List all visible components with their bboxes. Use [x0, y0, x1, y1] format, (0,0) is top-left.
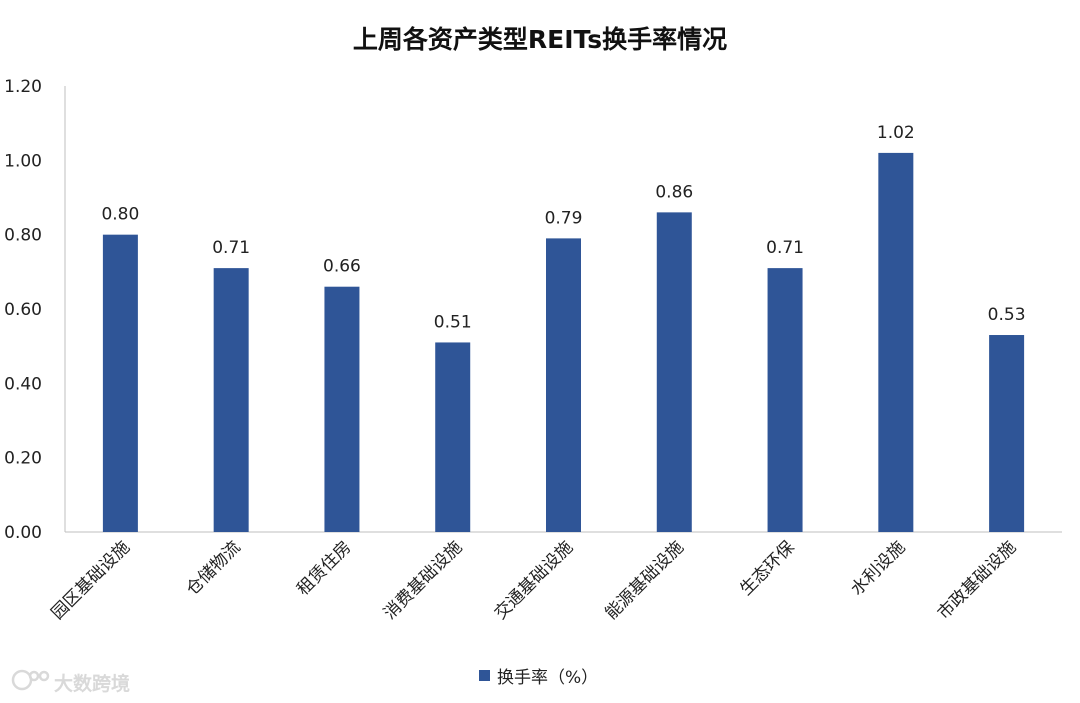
x-category-label: 能源基础设施 [602, 537, 688, 623]
bar [989, 335, 1025, 532]
legend-label: 换手率（%） [497, 668, 598, 688]
y-tick-label: 0.00 [4, 523, 42, 543]
x-category-label: 生态环保 [736, 537, 798, 599]
data-labels: 0.80 0.71 0.66 0.51 0.79 0.86 0.71 1.02 0.53 [101, 123, 1025, 333]
y-tick-label: 1.00 [4, 151, 42, 171]
x-axis: 园区基础设施 仓储物流 租赁住房 消费基础设施 交通基础设施 能源基础设施 生态环保 水利设施… [48, 531, 1062, 624]
y-tick-label: 0.20 [4, 449, 42, 469]
bars [102, 152, 1025, 532]
watermark: 大数跨境 [11, 669, 130, 695]
x-category-label: 消费基础设施 [380, 537, 466, 623]
bar [878, 152, 914, 532]
data-label: 0.53 [988, 305, 1026, 325]
x-category-label: 水利设施 [847, 537, 909, 599]
bar [213, 268, 249, 532]
legend-swatch [479, 670, 490, 681]
watermark-text: 大数跨境 [54, 672, 130, 695]
y-axis: 0.00 0.20 0.40 0.60 0.80 1.00 1.20 [4, 77, 66, 543]
y-tick-label: 1.20 [4, 77, 42, 97]
data-label: 1.02 [877, 123, 915, 143]
y-tick-label: 0.80 [4, 226, 42, 246]
x-category-label: 仓储物流 [182, 537, 244, 599]
watermark-logo-icon [11, 669, 50, 691]
data-label: 0.66 [323, 257, 361, 277]
bar [435, 342, 471, 532]
x-category-label: 租赁住房 [293, 537, 355, 599]
bar [324, 286, 360, 532]
legend: 换手率（%） [479, 668, 598, 688]
data-label: 0.71 [212, 238, 250, 258]
bar [546, 238, 581, 532]
data-label: 0.86 [655, 182, 693, 202]
x-category-label: 市政基础设施 [934, 537, 1020, 623]
x-category-label: 交通基础设施 [491, 537, 577, 623]
bar [102, 234, 138, 532]
data-label: 0.51 [434, 312, 472, 332]
data-label: 0.79 [545, 208, 583, 228]
y-tick-label: 0.60 [4, 300, 42, 320]
x-category-label: 园区基础设施 [48, 537, 134, 623]
bar [656, 212, 692, 532]
chart-title: 上周各资产类型REITs换手率情况 [353, 25, 727, 54]
data-label: 0.80 [101, 205, 139, 225]
bar [767, 268, 803, 532]
data-label: 0.71 [766, 238, 804, 258]
y-tick-label: 0.40 [4, 374, 42, 394]
